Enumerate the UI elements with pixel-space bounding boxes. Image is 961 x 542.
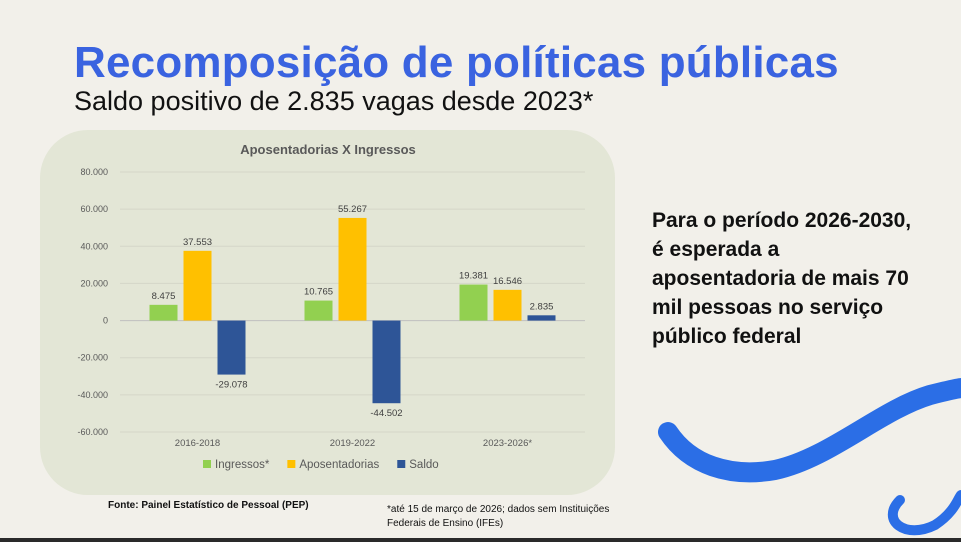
y-axis: 80.000 60.000 40.000 20.000 0 -20.000 -40.000 -… bbox=[77, 167, 108, 437]
legend-entry: Aposentadorias bbox=[299, 459, 379, 471]
chart-title: Aposentadorias X Ingressos bbox=[240, 142, 416, 157]
chart-panel: Aposentadorias X Ingressos 80.000 60.000 4… bbox=[40, 130, 615, 495]
x-tick-label: 2023-2026* bbox=[483, 438, 532, 449]
y-tick-label: 0 bbox=[103, 316, 108, 326]
y-tick-label: -60.000 bbox=[77, 427, 108, 437]
y-tick-label: 20.000 bbox=[80, 278, 108, 288]
y-tick-label: 40.000 bbox=[80, 241, 108, 251]
bar bbox=[304, 300, 333, 321]
y-tick-label: -20.000 bbox=[77, 353, 108, 363]
footnote: *até 15 de março de 2026; dados sem Inst… bbox=[387, 504, 610, 529]
bar bbox=[217, 320, 246, 375]
y-tick-label: -40.000 bbox=[77, 390, 108, 400]
bar-chart: Aposentadorias X Ingressos 80.000 60.000 4… bbox=[77, 142, 585, 471]
slide-subtitle: Saldo positivo de 2.835 vagas desde 2023… bbox=[74, 86, 594, 116]
y-tick-label: 60.000 bbox=[80, 204, 108, 214]
data-label: -44.502 bbox=[370, 408, 402, 419]
bar bbox=[459, 284, 488, 321]
bar bbox=[338, 217, 367, 321]
legend-swatch bbox=[203, 460, 211, 468]
data-label: 37.553 bbox=[183, 237, 212, 248]
data-label: 55.267 bbox=[338, 204, 367, 215]
bar bbox=[149, 304, 178, 321]
side-callout-text: Para o período 2026-2030, é esperada a a… bbox=[652, 209, 912, 348]
x-tick-label: 2019-2022 bbox=[330, 438, 375, 449]
data-label: 10.765 bbox=[304, 287, 333, 298]
x-tick-label: 2016-2018 bbox=[175, 438, 220, 449]
bottom-border bbox=[0, 538, 961, 542]
bar bbox=[183, 250, 212, 321]
legend-entry: Ingressos* bbox=[215, 459, 270, 471]
chart-legend: Ingressos* Aposentadorias Saldo bbox=[203, 459, 439, 471]
data-label: -29.078 bbox=[215, 380, 247, 391]
bar bbox=[493, 289, 522, 321]
data-label: 16.546 bbox=[493, 276, 522, 287]
legend-swatch bbox=[397, 460, 406, 468]
data-label: 8.475 bbox=[152, 291, 176, 302]
bar bbox=[527, 315, 556, 321]
bar bbox=[372, 320, 401, 404]
x-axis: 2016-2018 2019-2022 2023-2026* bbox=[175, 438, 533, 449]
y-tick-label: 80.000 bbox=[80, 167, 108, 177]
chart-bars: 8.475 37.553 -29.078 10.765 55.267 -44.502 19.… bbox=[149, 204, 556, 419]
slide-title: Recomposição de políticas públicas bbox=[74, 38, 839, 87]
legend-swatch bbox=[287, 460, 296, 468]
data-label: 19.381 bbox=[459, 271, 488, 282]
source-note: Fonte: Painel Estatístico de Pessoal (PE… bbox=[108, 500, 309, 511]
data-label: 2.835 bbox=[530, 301, 554, 312]
legend-entry: Saldo bbox=[409, 459, 438, 471]
